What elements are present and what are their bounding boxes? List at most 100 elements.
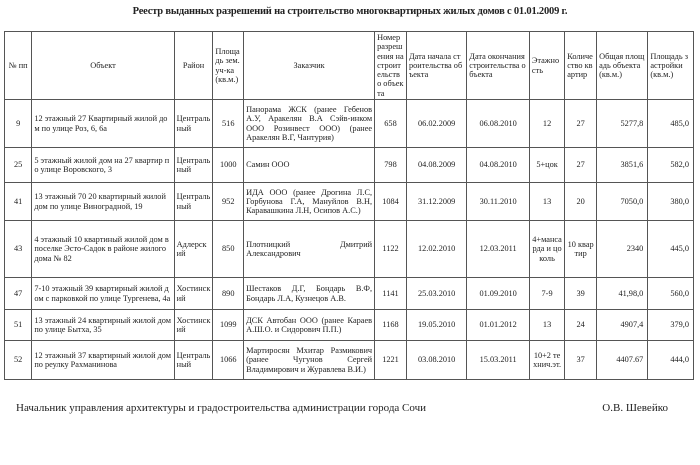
table-cell: 06.08.2010 (466, 99, 530, 149)
table-cell: 4407.67 (596, 340, 649, 381)
table-cell: 1168 (374, 309, 407, 342)
column-header: Общая площадь объекта (кв.м.) (596, 30, 649, 101)
table-cell: 582,0 (647, 147, 694, 184)
table-cell: 890 (212, 277, 245, 311)
table-cell: 47 (3, 277, 33, 311)
table-cell: 2340 (596, 220, 649, 279)
table-cell: Плотницкий Дмитрий Александрович (243, 220, 376, 279)
column-header: Дата начала строительства объекта (405, 30, 468, 101)
table-row: 25 5 этажный жилой дом на 27 квартир по у… (3, 147, 694, 184)
table-cell: 10 квартир (564, 220, 598, 279)
signature-block: Начальник управления архитектуры и градо… (16, 402, 696, 415)
table-cell: 37 (564, 340, 598, 381)
table-cell: 52 (3, 340, 33, 381)
table-cell: 516 (212, 99, 245, 149)
table-cell: 9 (3, 99, 33, 149)
table-cell: 01.09.2010 (466, 277, 530, 311)
table-cell: 25 (3, 147, 33, 184)
column-header: Район (173, 30, 214, 101)
table-cell: Самин ООО (243, 147, 376, 184)
table-cell: 43 (3, 220, 33, 279)
table-cell: 1066 (212, 340, 245, 381)
table-cell: 20 (564, 182, 598, 222)
table-cell: 1099 (212, 309, 245, 342)
column-header: Этажность (528, 30, 566, 101)
table-cell: Центральный (173, 340, 214, 381)
table-cell: 04.08.2009 (405, 147, 468, 184)
table-cell: 658 (374, 99, 407, 149)
table-cell: Центральный (173, 182, 214, 222)
table-cell: 51 (3, 309, 33, 342)
signatory-name: О.В. Шевейко (602, 402, 668, 415)
column-header: Заказчик (243, 30, 376, 101)
table-cell: 13 (528, 309, 566, 342)
table-cell: 7050,0 (596, 182, 649, 222)
table-cell: 798 (374, 147, 407, 184)
signatory-position: Начальник управления архитектуры и градо… (16, 402, 427, 415)
table-cell: 24 (564, 309, 598, 342)
column-header: Площадь застройки (кв.м.) (647, 30, 694, 101)
table-cell: 1084 (374, 182, 407, 222)
table-cell: 25.03.2010 (405, 277, 468, 311)
table-cell: 13 этажный 70 20 квартирный жилой дом по… (31, 182, 175, 222)
table-cell: 5+цок (528, 147, 566, 184)
table-cell: 4 этажный 10 квартиный жилой дом в посел… (31, 220, 175, 279)
table-row: 52 12 этажный 37 квартирный жилой дом по … (3, 340, 694, 381)
document-title: Реестр выданных разрешений на строительс… (132, 6, 568, 17)
table-cell: 1221 (374, 340, 407, 381)
table-cell: Мартиросян Мхитар Размикович (ранее Чугу… (243, 340, 376, 381)
table-cell: Хостинский (173, 309, 214, 342)
table-cell: 850 (212, 220, 245, 279)
table-row: 47 7-10 этажный 39 квартирный жилой дом с… (3, 277, 694, 311)
table-cell: 3851,6 (596, 147, 649, 184)
table-cell: 41 (3, 182, 33, 222)
table-cell: 41,98,0 (596, 277, 649, 311)
column-header: Дата окончания строительства объекта (466, 30, 530, 101)
table-cell: 1122 (374, 220, 407, 279)
table-cell: Центральный (173, 99, 214, 149)
table-row: 43 4 этажный 10 квартиный жилой дом в пос… (3, 220, 694, 279)
table-cell: 444,0 (647, 340, 694, 381)
table-cell: Шестаков Д.Г, Бондарь В.Ф, Бондарь Л.А, … (243, 277, 376, 311)
table-row: 41 13 этажный 70 20 квартирный жилой дом … (3, 182, 694, 222)
table-cell: 27 (564, 99, 598, 149)
table-cell: 27 (564, 147, 598, 184)
table-cell: 12 этажный 27 Квартирный жилой дом по ул… (31, 99, 175, 149)
table-cell: 13 этажный 24 квартирный жилой дом по ул… (31, 309, 175, 342)
table-cell: ИДА ООО (ранее Дрогина Л.С, Горбунова Г.… (243, 182, 376, 222)
table-cell: 560,0 (647, 277, 694, 311)
table-row: 51 13 этажный 24 квартирный жилой дом по … (3, 309, 694, 342)
table-row: 9 12 этажный 27 Квартирный жилой дом по у… (3, 99, 694, 149)
table-cell: 15.03.2011 (466, 340, 530, 381)
table-cell: 31.12.2009 (405, 182, 468, 222)
table-cell: 5 этажный жилой дом на 27 квартир по ули… (31, 147, 175, 184)
table-cell: ДСК Автобан ООО (ранее Караев А.Ш.О. и С… (243, 309, 376, 342)
table-cell: Хостинский (173, 277, 214, 311)
header-row: № пп Объект Район Площадь зем. уч-ка (кв.м.… (3, 30, 694, 101)
table-cell: 10+2 технич.эт. (528, 340, 566, 381)
table-cell: 1141 (374, 277, 407, 311)
table-cell: 380,0 (647, 182, 694, 222)
table-cell: 485,0 (647, 99, 694, 149)
permits-table: № пп Объект Район Площадь зем. уч-ка (кв.м.… (3, 30, 694, 381)
table-cell: 7-10 этажный 39 квартирный жилой дом с п… (31, 277, 175, 311)
table-cell: 379,0 (647, 309, 694, 342)
table-cell: 01.01.2012 (466, 309, 530, 342)
table-cell: 06.02.2009 (405, 99, 468, 149)
column-header: Объект (31, 30, 175, 101)
table-cell: 952 (212, 182, 245, 222)
table-cell: Адлерский (173, 220, 214, 279)
table-cell: 12 (528, 99, 566, 149)
table-cell: Центральный (173, 147, 214, 184)
table-cell: 4907,4 (596, 309, 649, 342)
column-header: Площадь зем. уч-ка (кв.м.) (212, 30, 245, 101)
table-cell: 03.08.2010 (405, 340, 468, 381)
table-cell: 13 (528, 182, 566, 222)
table-cell: 445,0 (647, 220, 694, 279)
table-cell: 4+мансарда и цоколь (528, 220, 566, 279)
column-header: № пп (3, 30, 33, 101)
column-header: Количество квартир (564, 30, 598, 101)
table-cell: 12.03.2011 (466, 220, 530, 279)
column-header: Номер разрешения на строительство объект… (374, 30, 407, 101)
table-cell: 12.02.2010 (405, 220, 468, 279)
